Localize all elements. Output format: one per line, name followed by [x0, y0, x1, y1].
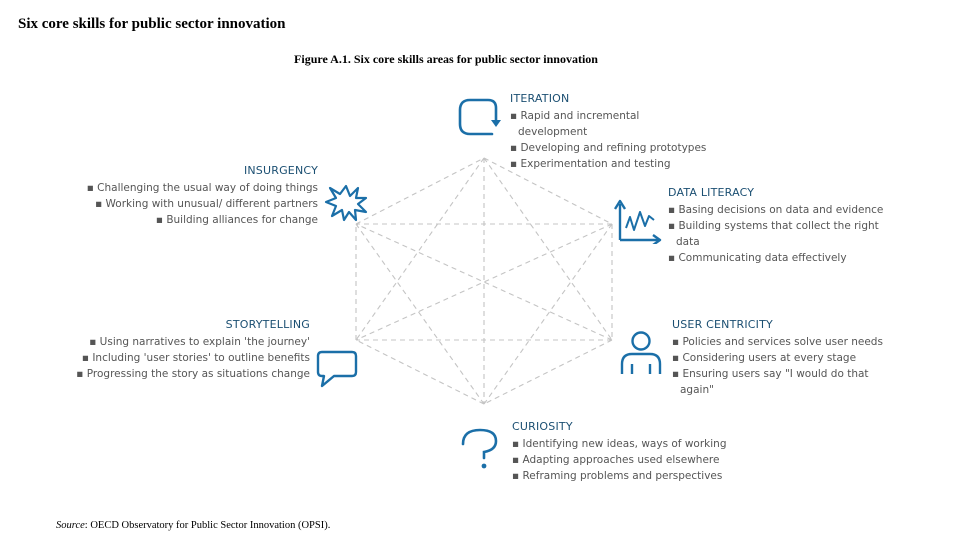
skill-item: Progressing the story as situations chan…: [40, 366, 310, 382]
edge-iteration-data: [483, 157, 613, 225]
skill-item: Policies and services solve user needs: [672, 334, 882, 350]
edge-user-curiosity: [483, 339, 613, 405]
skill-title: CURIOSITY: [512, 420, 573, 433]
page-heading: Six core skills for public sector innova…: [18, 16, 286, 32]
skill-title: INSURGENCY: [243, 164, 318, 177]
skill-storytelling: STORYTELLING Using narratives to explain…: [40, 318, 310, 382]
skill-item: Adapting approaches used elsewhere: [512, 452, 727, 468]
edge-user-insurgency: [355, 223, 613, 341]
skill-item: Building systems that collect the rightd…: [668, 218, 883, 250]
skill-item: Challenging the usual way of doing thing…: [40, 180, 318, 196]
speech-bubble-icon: [316, 350, 358, 388]
skill-item: Identifying new ideas, ways of working: [512, 436, 726, 452]
edge-insurgency-iteration: [355, 157, 485, 225]
edge-data-story: [355, 223, 613, 341]
cycle-arrow-icon: [458, 98, 501, 136]
starburst-icon: [324, 184, 368, 222]
skill-item: Considering users at every stage: [672, 350, 883, 366]
skill-item: Ensuring users say "I would do thatagain…: [672, 366, 883, 398]
skill-title: DATA LITERACY: [668, 186, 755, 199]
skill-title: USER CENTRICITY: [672, 318, 773, 331]
edge-iteration-user: [483, 157, 613, 341]
person-icon: [620, 331, 662, 374]
skill-curiosity: CURIOSITY Identifying new ideas, ways of…: [512, 420, 727, 484]
figure-title: Figure A.1. Six core skills areas for pu…: [294, 52, 598, 66]
source-note: Source: OECD Observatory for Public Sect…: [56, 520, 330, 531]
skill-data-literacy: DATA LITERACY Basing decisions on data a…: [668, 186, 883, 266]
source-label: Source: [56, 520, 85, 531]
edge-curiosity-insurgency: [355, 223, 485, 405]
skill-item: Working with unusual/ different partners: [40, 196, 318, 212]
skill-user-centricity: USER CENTRICITY Policies and services so…: [672, 318, 883, 398]
skill-item: Including 'user stories' to outline bene…: [40, 350, 310, 366]
question-mark-icon: [461, 428, 498, 469]
line-graph-icon: [614, 199, 662, 244]
skill-item: Basing decisions on data and evidence: [668, 202, 883, 218]
skill-item: Building alliances for change: [40, 212, 318, 228]
skill-item: Communicating data effectively: [668, 250, 883, 266]
edge-data-curiosity: [483, 223, 613, 405]
skill-item: Reframing problems and perspectives: [512, 468, 727, 484]
skill-iteration: ITERATION Rapid and incrementaldevelopme…: [510, 92, 706, 172]
skill-item: Using narratives to explain 'the journey…: [40, 334, 310, 350]
skill-item: Developing and refining prototypes: [510, 140, 706, 156]
skill-item: Experimentation and testing: [510, 156, 706, 172]
edge-iteration-story: [355, 157, 485, 341]
skill-insurgency: INSURGENCY Challenging the usual way of …: [40, 164, 318, 228]
edge-curiosity-story: [355, 339, 485, 405]
skill-title: ITERATION: [510, 92, 570, 105]
skill-title: STORYTELLING: [225, 318, 310, 331]
source-text: : OECD Observatory for Public Sector Inn…: [84, 520, 331, 531]
